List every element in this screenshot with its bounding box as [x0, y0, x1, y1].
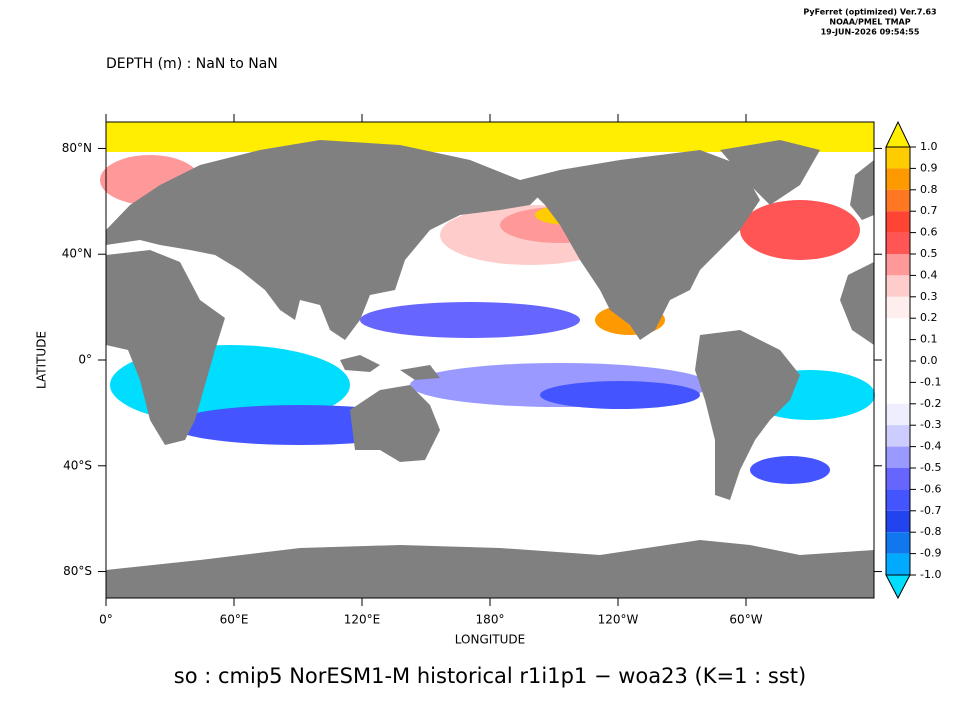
colorbar-swatch: [886, 403, 910, 426]
land: [106, 140, 874, 598]
colorbar-label: -0.9: [920, 547, 941, 560]
colorbar-label: 0.3: [920, 290, 938, 303]
colorbar-swatch: [886, 361, 910, 383]
colorbar-label: -0.7: [920, 504, 941, 517]
y-tick-label: 0°: [78, 353, 92, 367]
y-tick-label: 80°S: [63, 564, 92, 578]
colorbar-swatch: [886, 147, 910, 169]
colorbar-label: -0.4: [920, 440, 941, 453]
header-line: PyFerret (optimized) Ver.7.63: [803, 8, 936, 17]
x-tick-label: 120°W: [598, 613, 639, 627]
colorbar-label: 0.7: [920, 204, 938, 217]
y-axis-label: LATITUDE: [35, 331, 49, 389]
x-tick-label: 0°: [99, 613, 113, 627]
colorbar-swatch: [886, 468, 910, 490]
colorbar-swatch: [886, 318, 910, 340]
colorbar-label: -0.5: [920, 461, 941, 474]
colorbar-label: 1.0: [920, 140, 938, 153]
x-tick-label: 180°: [476, 613, 505, 627]
colorbar-label: -0.3: [920, 418, 941, 431]
colorbar-swatch: [886, 510, 910, 533]
colorbar-label: 0.0: [920, 354, 938, 367]
header-line: NOAA/PMEL TMAP: [829, 18, 910, 27]
colorbar-swatch: [886, 339, 910, 361]
colorbar-swatch: [886, 189, 910, 212]
colorbar-label: 0.5: [920, 247, 938, 260]
colorbar-label: -0.8: [920, 525, 941, 538]
y-tick-label: 80°N: [62, 141, 92, 155]
colorbar-label: -0.2: [920, 397, 941, 410]
colorbar-swatch: [886, 446, 910, 468]
x-tick-label: 120°E: [344, 613, 381, 627]
colorbar-label: -1.0: [920, 568, 941, 581]
colorbar-swatch: [886, 275, 910, 297]
x-tick-label: 60°W: [729, 613, 762, 627]
colorbar-swatch: [886, 168, 910, 190]
colorbar-label: -0.1: [920, 375, 941, 388]
header-line: 19-JUN-2026 09:54:55: [821, 28, 920, 37]
colorbar-label: 0.1: [920, 333, 938, 346]
colorbar-swatch: [886, 425, 910, 447]
x-axis-label: LONGITUDE: [455, 633, 525, 647]
x-tick-label: 60°E: [220, 613, 249, 627]
colorbar-swatch: [885, 574, 911, 600]
colorbar-label: 0.8: [920, 183, 938, 196]
colorbar-swatch: [886, 232, 910, 254]
chart-title: so : cmip5 NorESM1-M historical r1i1p1 −…: [174, 664, 806, 688]
colorbar-label: -0.6: [920, 482, 941, 495]
colorbar-swatch: [886, 532, 910, 554]
colorbar-swatch: [886, 553, 910, 575]
colorbar-swatch: [886, 382, 910, 404]
subtitle: DEPTH (m) : NaN to NaN: [106, 56, 278, 72]
colorbar-swatch: [886, 296, 910, 319]
colorbar-label: 0.9: [920, 161, 938, 174]
y-tick-label: 40°S: [63, 458, 92, 472]
colorbar-swatch: [886, 254, 910, 276]
colorbar-swatch: [886, 211, 910, 233]
colorbar-label: 0.2: [920, 311, 938, 324]
colorbar-swatch: [886, 489, 910, 511]
colorbar-label: 0.4: [920, 268, 938, 281]
colorbar-swatch: [885, 120, 911, 148]
y-tick-label: 40°N: [62, 247, 92, 261]
colorbar-label: 0.6: [920, 226, 938, 239]
